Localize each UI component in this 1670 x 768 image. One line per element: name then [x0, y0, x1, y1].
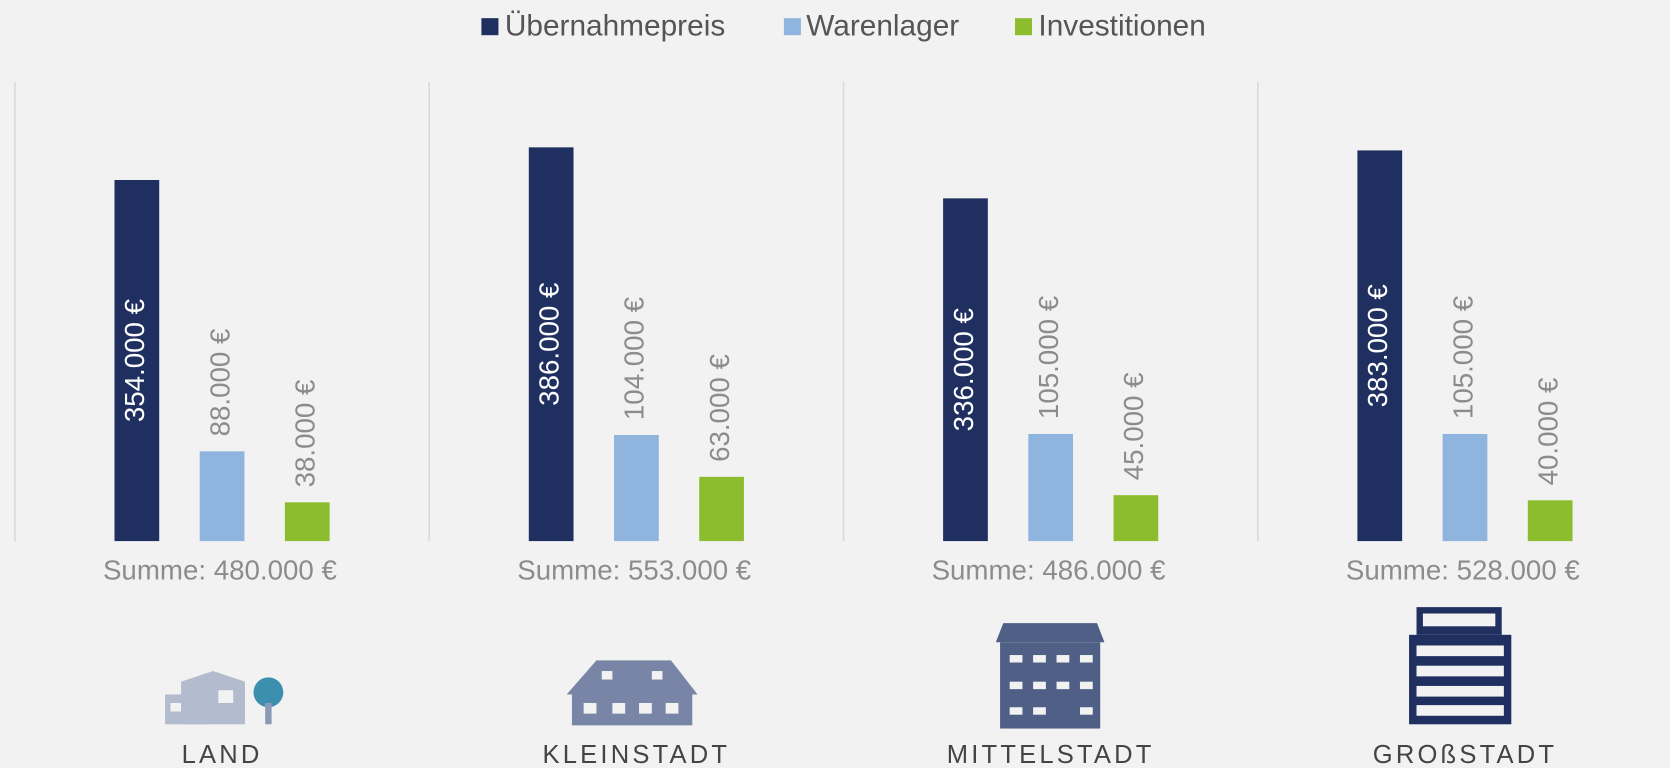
bar [1527, 500, 1573, 542]
legend-label: Übernahmepreis [505, 10, 725, 43]
sum-label: Summe: 480.000 € [103, 554, 337, 585]
value-label: 354.000 € [119, 299, 150, 422]
sum-label: Summe: 486.000 € [932, 554, 1166, 585]
icon-mittelstadt [995, 623, 1105, 729]
legend-swatch [783, 18, 801, 36]
icon-kleinstadt [566, 660, 698, 726]
icon-grossstadt [1409, 607, 1512, 725]
category-label: LAND [182, 741, 263, 768]
category-label: GROßSTADT [1373, 741, 1557, 768]
legend-label: Warenlager [806, 10, 959, 43]
value-label: 105.000 € [1033, 296, 1064, 419]
category-label: KLEINSTADT [543, 741, 731, 768]
value-label: 105.000 € [1447, 296, 1478, 419]
legend-label: Investitionen [1038, 10, 1205, 43]
bar [528, 147, 574, 542]
sum-label: Summe: 553.000 € [517, 554, 751, 585]
bar [943, 198, 988, 542]
value-label: 383.000 € [1362, 284, 1393, 407]
bar [1357, 150, 1403, 542]
bar [699, 476, 744, 542]
bar [1028, 433, 1074, 542]
legend-swatch [481, 18, 499, 36]
value-label: 45.000 € [1118, 372, 1149, 480]
legend-swatch [1014, 18, 1033, 36]
value-label: 38.000 € [290, 380, 321, 488]
sum-label: Summe: 528.000 € [1346, 554, 1580, 585]
category-label: MITTELSTADT [947, 741, 1155, 768]
value-label: 88.000 € [204, 329, 235, 437]
value-label: 104.000 € [619, 297, 650, 420]
value-label: 336.000 € [948, 308, 979, 431]
bar [284, 502, 330, 542]
bar [114, 179, 160, 542]
bar [199, 451, 245, 542]
value-label: 63.000 € [704, 354, 735, 462]
bar [1113, 495, 1159, 542]
value-label: 386.000 € [533, 283, 564, 406]
bar [614, 435, 659, 542]
value-label: 40.000 € [1532, 378, 1563, 486]
icon-land [165, 671, 284, 725]
bar [1442, 433, 1488, 542]
